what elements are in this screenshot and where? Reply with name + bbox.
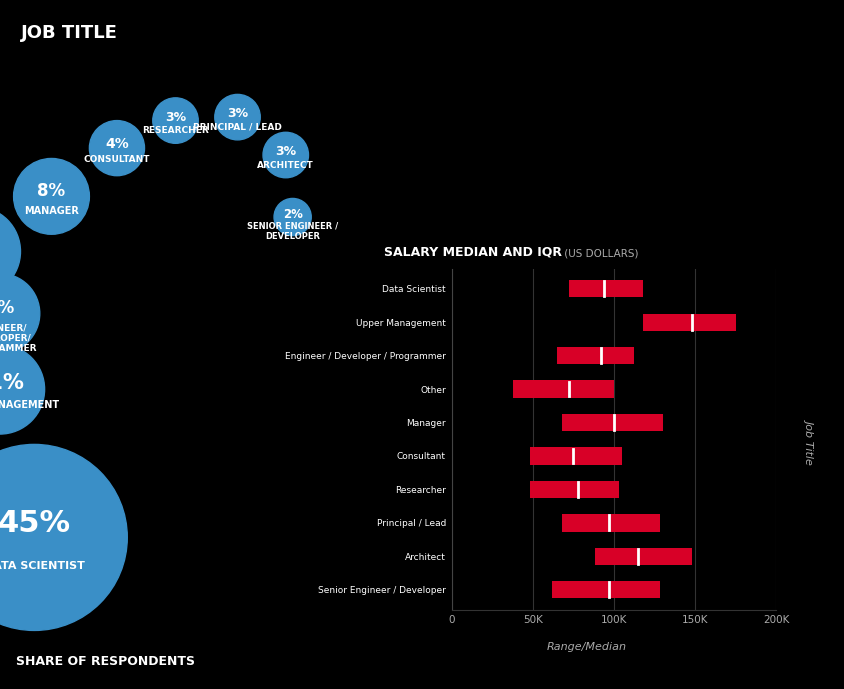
- Circle shape: [0, 344, 45, 434]
- Bar: [562, 414, 663, 431]
- Bar: [569, 280, 643, 298]
- Text: 8%: 8%: [37, 182, 66, 200]
- Bar: [562, 514, 659, 531]
- Text: 45%: 45%: [0, 509, 71, 538]
- Text: SHARE OF RESPONDENTS: SHARE OF RESPONDENTS: [16, 655, 195, 668]
- Text: RESEARCHER: RESEARCHER: [142, 126, 208, 135]
- Circle shape: [214, 94, 260, 140]
- Text: JOB TITLE: JOB TITLE: [21, 24, 118, 42]
- Circle shape: [0, 207, 20, 296]
- Text: ARCHITECT: ARCHITECT: [257, 161, 314, 169]
- Text: 3%: 3%: [165, 111, 186, 123]
- Text: 11%: 11%: [0, 373, 24, 393]
- Text: MANAGER: MANAGER: [24, 206, 79, 216]
- Text: 2%: 2%: [283, 208, 303, 220]
- Circle shape: [0, 274, 40, 353]
- Text: (US DOLLARS): (US DOLLARS): [561, 248, 639, 258]
- Text: 9%: 9%: [0, 298, 14, 316]
- Circle shape: [0, 444, 127, 630]
- Text: ENGINEER/
DEVELOPER/
PROGRAMMER: ENGINEER/ DEVELOPER/ PROGRAMMER: [0, 323, 36, 353]
- Bar: [643, 313, 736, 331]
- Bar: [594, 548, 692, 565]
- Text: Job Title: Job Title: [805, 418, 815, 464]
- Text: SALARY MEDIAN AND IQR: SALARY MEDIAN AND IQR: [384, 245, 562, 258]
- Circle shape: [153, 98, 198, 143]
- Circle shape: [274, 198, 311, 236]
- Bar: [552, 581, 659, 598]
- Text: UPPER MANAGEMENT: UPPER MANAGEMENT: [0, 400, 59, 411]
- Text: DATA SCIENTIST: DATA SCIENTIST: [0, 561, 84, 570]
- Bar: [557, 347, 634, 364]
- Text: 3%: 3%: [227, 107, 248, 120]
- Bar: [529, 447, 622, 464]
- Text: 3%: 3%: [275, 145, 296, 158]
- Text: 4%: 4%: [105, 137, 129, 151]
- Text: PRINCIPAL / LEAD: PRINCIPAL / LEAD: [193, 123, 282, 132]
- Bar: [513, 380, 614, 398]
- Text: CONSULTANT: CONSULTANT: [84, 155, 150, 164]
- Bar: [529, 481, 619, 498]
- Circle shape: [14, 158, 89, 234]
- Circle shape: [263, 132, 309, 178]
- Text: SENIOR ENGINEER /
DEVELOPER: SENIOR ENGINEER / DEVELOPER: [247, 222, 338, 241]
- Text: Range/Median: Range/Median: [547, 642, 626, 652]
- Circle shape: [89, 121, 144, 176]
